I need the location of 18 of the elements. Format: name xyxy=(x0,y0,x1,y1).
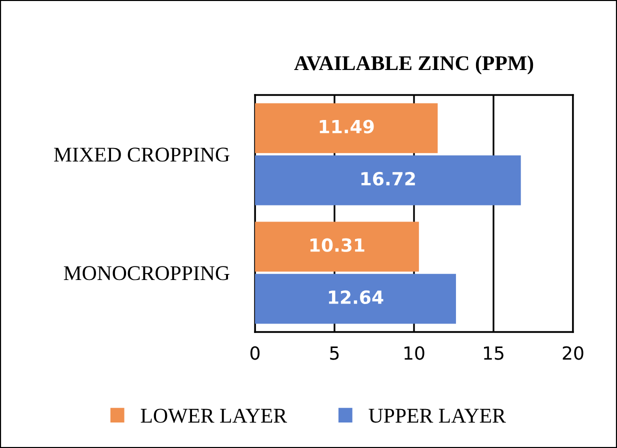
x-tick-label: 5 xyxy=(330,346,339,360)
chart-title: AVAILABLE ZINC (PPM) xyxy=(294,56,534,74)
y-tick-label: MIXED CROPPING xyxy=(54,148,230,162)
bar xyxy=(255,274,456,324)
data-label: 11.49 xyxy=(320,120,374,134)
x-tick-label: 20 xyxy=(562,346,584,360)
legend-label: LOWER LAYER xyxy=(140,408,288,423)
bar xyxy=(255,222,419,272)
x-tick-label: 15 xyxy=(484,346,504,360)
data-label: 12.64 xyxy=(328,290,384,304)
y-tick-label: MONOCROPPING xyxy=(64,266,230,280)
bar xyxy=(255,155,521,206)
data-label: 10.31 xyxy=(310,238,364,252)
data-label: 16.72 xyxy=(361,172,415,186)
bar xyxy=(255,103,438,154)
x-tick-label: 0 xyxy=(250,346,260,360)
x-tick-label: 10 xyxy=(404,346,424,360)
legend-label: UPPER LAYER xyxy=(368,408,506,423)
